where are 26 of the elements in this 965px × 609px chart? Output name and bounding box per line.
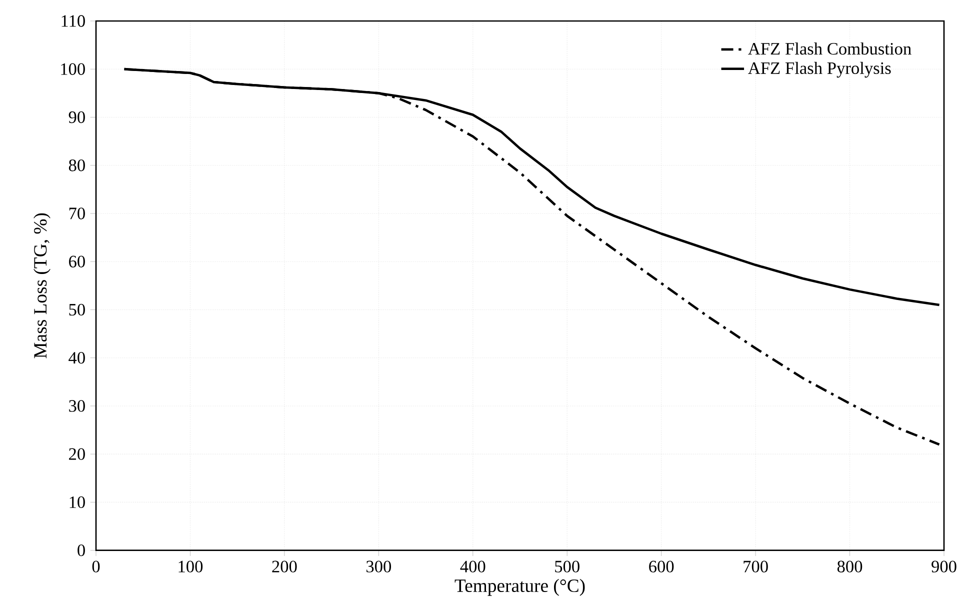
y-tick-label: 110: [62, 15, 85, 27]
y-tick-label: 100: [61, 63, 85, 75]
x-tick-label: 400: [460, 560, 486, 572]
x-tick-label: 500: [555, 560, 580, 572]
y-tick-label: 50: [69, 304, 85, 316]
legend-label: AFZ Flash Pyrolysis: [748, 62, 891, 78]
y-tick-label: 90: [68, 111, 85, 124]
x-tick-label: 0: [92, 560, 100, 572]
y-tick-label: 60: [69, 256, 85, 268]
x-tick-label: 700: [744, 560, 768, 572]
x-tick-label: 900: [932, 560, 956, 572]
x-axis-title: Temperature (°C): [454, 578, 585, 596]
x-tick-label: 600: [649, 560, 674, 572]
y-tick-label: 30: [69, 400, 85, 412]
y-tick-label: 0: [78, 544, 85, 556]
y-tick-label: 80: [68, 160, 85, 172]
y-axis-title: Mass Loss (TG, %): [34, 213, 50, 358]
x-tick-label: 300: [366, 560, 392, 572]
y-tick-label: 10: [70, 496, 85, 508]
legend-label: AFZ Flash Combustion: [748, 42, 912, 55]
x-tick-label: 200: [272, 560, 297, 572]
x-tick-label: 800: [837, 560, 862, 572]
y-tick-label: 70: [69, 208, 85, 220]
y-tick-label: 40: [68, 352, 85, 364]
x-tick-label: 100: [178, 560, 203, 572]
y-tick-label: 20: [69, 448, 85, 460]
